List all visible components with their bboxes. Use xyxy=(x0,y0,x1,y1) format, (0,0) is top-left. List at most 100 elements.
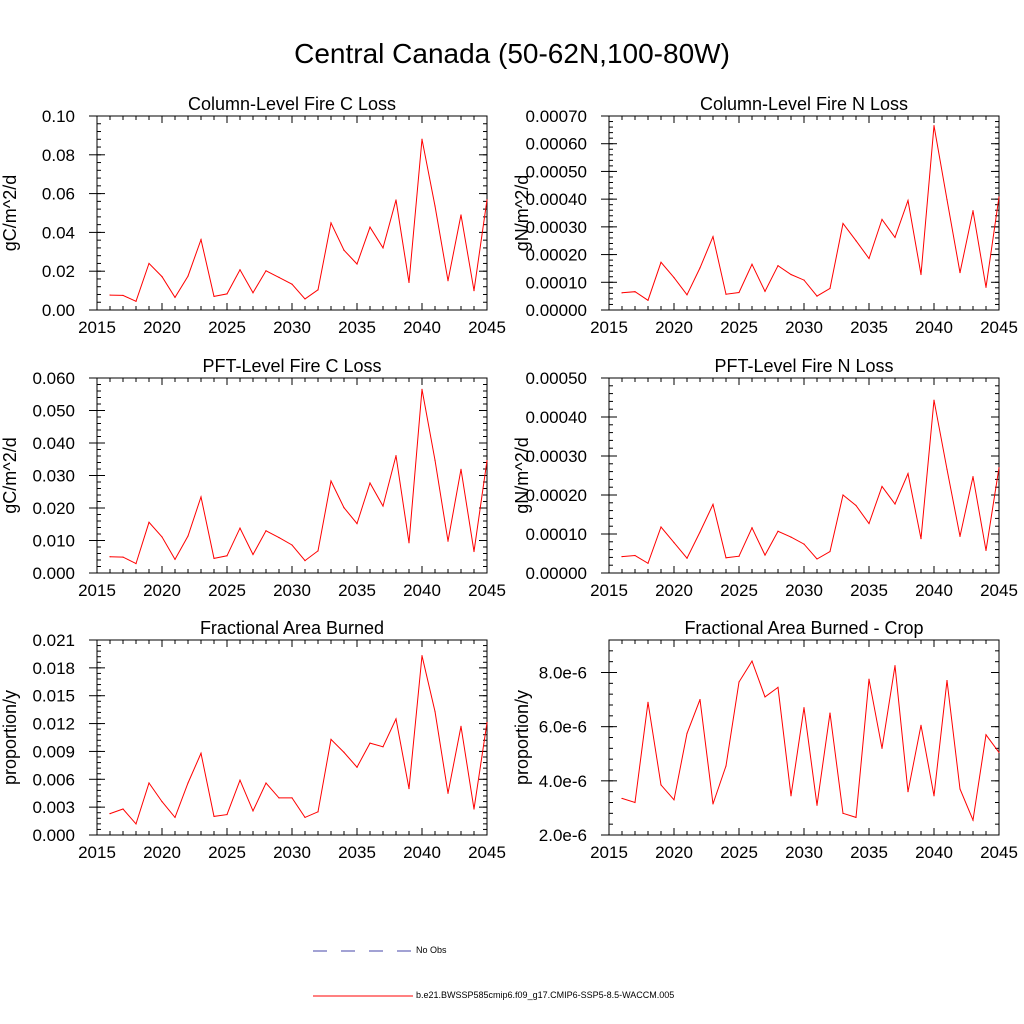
data-point xyxy=(907,472,909,475)
y-tick-label: 0.00010 xyxy=(526,273,587,292)
data-point xyxy=(135,300,137,302)
data-point xyxy=(933,795,935,797)
data-point xyxy=(894,236,896,238)
data-point xyxy=(148,782,150,784)
data-point xyxy=(647,701,649,703)
data-point xyxy=(161,276,163,278)
data-point xyxy=(252,292,254,294)
data-point xyxy=(265,270,267,272)
data-point xyxy=(725,765,727,767)
plot-frame xyxy=(96,639,488,836)
y-axis-label: gC/m^2/d xyxy=(0,437,20,513)
data-point xyxy=(959,788,961,790)
data-point xyxy=(447,280,449,282)
y-tick-label: 0.010 xyxy=(32,532,75,551)
data-point xyxy=(304,560,306,562)
data-point xyxy=(486,199,488,201)
legend-model-label: b.e21.BWSSP585cmip6.f09_g17.CMIP6-SSP5-8… xyxy=(416,990,675,1000)
data-point xyxy=(148,521,150,523)
data-point xyxy=(803,543,805,545)
x-tick-label: 2035 xyxy=(338,318,376,337)
x-tick-label: 2040 xyxy=(403,843,441,862)
data-point xyxy=(473,550,475,553)
chart-panel-2: Column-Level Fire N Loss gN/m^2/d 2015 2020… xyxy=(512,94,1018,337)
data-point xyxy=(790,795,792,797)
series-line xyxy=(621,125,1000,302)
y-tick-label: 0.009 xyxy=(32,742,75,761)
data-point xyxy=(829,550,831,553)
data-point xyxy=(673,799,675,801)
data-point xyxy=(421,388,423,390)
data-point xyxy=(621,797,623,800)
x-tick-label: 2020 xyxy=(143,843,181,862)
data-point xyxy=(751,527,753,529)
data-point xyxy=(699,698,701,701)
data-point xyxy=(304,816,306,818)
data-point xyxy=(738,681,740,683)
y-tick-label: 0.06 xyxy=(42,185,75,204)
data-point xyxy=(421,138,423,140)
data-point xyxy=(868,678,870,680)
data-point xyxy=(291,283,293,285)
y-tick-label: 0.030 xyxy=(32,467,75,486)
data-point xyxy=(985,734,987,736)
x-tick-label: 2015 xyxy=(78,581,116,600)
data-point xyxy=(725,557,727,559)
data-point xyxy=(699,267,701,269)
x-tick-label: 2020 xyxy=(655,318,693,337)
data-point xyxy=(291,544,293,546)
x-tick-label: 2015 xyxy=(78,843,116,862)
panel-title: Column-Level Fire C Loss xyxy=(188,94,396,114)
data-point xyxy=(226,555,228,557)
data-point xyxy=(382,746,384,748)
data-point xyxy=(343,249,345,251)
data-point xyxy=(816,295,818,297)
data-point xyxy=(122,808,124,810)
x-tick-label: 2045 xyxy=(980,581,1018,600)
data-point xyxy=(486,722,488,724)
data-point xyxy=(816,804,818,806)
data-point xyxy=(135,823,137,825)
y-tick-label: 2.0e-6 xyxy=(539,826,587,845)
data-point xyxy=(985,549,987,551)
data-point xyxy=(842,494,844,496)
data-point xyxy=(473,290,475,292)
x-tick-label: 2035 xyxy=(850,581,888,600)
data-point xyxy=(881,485,883,488)
data-point xyxy=(200,238,202,241)
data-point xyxy=(894,665,896,667)
data-point xyxy=(725,293,727,295)
x-tick-label: 2015 xyxy=(78,318,116,337)
x-tick-label: 2025 xyxy=(208,581,246,600)
x-tick-label: 2030 xyxy=(273,581,311,600)
x-tick-label: 2025 xyxy=(720,843,758,862)
panel-title: Fractional Area Burned xyxy=(200,618,384,638)
chart-panel-6: Fractional Area Burned - Crop proportion/… xyxy=(512,618,1018,862)
data-point xyxy=(907,199,909,202)
data-point xyxy=(998,751,1000,753)
data-point xyxy=(369,482,371,484)
data-point xyxy=(135,562,137,565)
x-tick-label: 2015 xyxy=(590,318,628,337)
data-point xyxy=(174,296,176,298)
x-tick-label: 2025 xyxy=(208,843,246,862)
x-tick-label: 2040 xyxy=(403,318,441,337)
data-point xyxy=(252,553,254,556)
series-line xyxy=(109,655,488,825)
data-point xyxy=(343,507,345,509)
data-point xyxy=(842,812,844,814)
y-tick-label: 0.021 xyxy=(32,631,75,650)
y-tick-label: 0.00000 xyxy=(526,301,587,320)
x-tick-label: 2015 xyxy=(590,843,628,862)
data-point xyxy=(842,222,844,225)
data-point xyxy=(803,707,805,709)
x-tick-label: 2020 xyxy=(143,318,181,337)
x-tick-label: 2045 xyxy=(468,581,506,600)
x-tick-label: 2045 xyxy=(468,843,506,862)
data-point xyxy=(265,782,267,784)
y-tick-label: 0.00060 xyxy=(526,135,587,154)
data-point xyxy=(673,541,675,544)
data-point xyxy=(382,505,384,507)
chart-panel-3: PFT-Level Fire C Loss gC/m^2/d 2015 2020 202… xyxy=(0,356,506,600)
series-line xyxy=(621,659,1000,822)
